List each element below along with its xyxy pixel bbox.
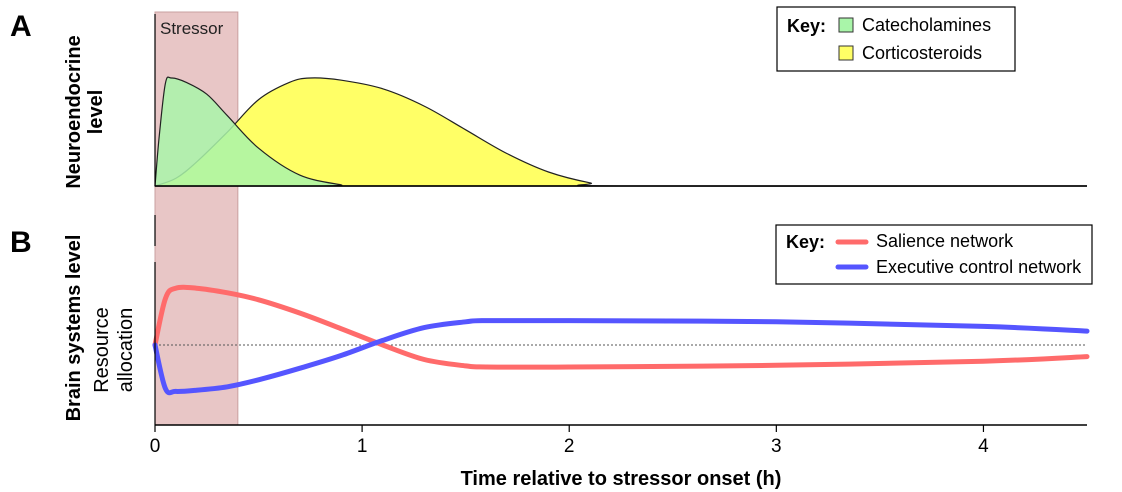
legend-a-title: Key: [787, 16, 826, 36]
panel-b-ylabel-sub: Resource allocation [91, 307, 137, 393]
panel-letter-b: B [10, 226, 32, 259]
legend-b-box [775, 224, 1093, 285]
legend-label-corticosteroids: Corticosteroids [862, 43, 982, 63]
legend-swatch-corticosteroids [838, 45, 854, 61]
x-tick-label: 3 [771, 436, 782, 457]
stressor-band [154, 11, 239, 426]
x-ticks: 0 1 2 3 4 [150, 425, 989, 457]
legend-label-executive: Executive control network [876, 257, 1082, 277]
legend-b: Key: Salience network Executive control … [775, 224, 1093, 285]
panel-letter-a: A [10, 10, 32, 43]
legend-a-box [776, 6, 1016, 72]
legend-b-title: Key: [786, 232, 825, 252]
x-tick-label: 4 [978, 436, 989, 457]
panel-b-lines [152, 284, 1090, 396]
legend-swatch-catecholamines [838, 17, 854, 33]
area-corticosteroids [154, 77, 1088, 187]
stressor-label: Stressor [160, 19, 224, 38]
panel-a-ylabel: Neuroendocrine level [63, 35, 107, 188]
panel-a-ylabel-line2: level [85, 90, 107, 134]
x-tick-label: 2 [564, 436, 575, 457]
x-axis-label: Time relative to stressor onset (h) [461, 468, 782, 490]
line-salience-network [152, 284, 1090, 370]
panel-b-ylabel-main: Brain systems level [63, 235, 85, 422]
legend-label-salience: Salience network [876, 231, 1014, 251]
x-tick-label: 0 [150, 436, 161, 457]
legend-label-catecholamines: Catecholamines [862, 15, 991, 35]
panel-b-ylabel-sub-line1: Resource [91, 307, 113, 393]
line-executive-control-network [152, 317, 1090, 396]
x-tick-label: 1 [357, 436, 368, 457]
panel-a-areas [154, 76, 1088, 187]
panel-b-ylabel-sub-line2: allocation [115, 308, 137, 393]
legend-a: Key: Catecholamines Corticosteroids [776, 6, 1016, 72]
panel-b-ylabel-main-text: Brain systems level [63, 235, 85, 422]
panel-a-ylabel-line1: Neuroendocrine [63, 35, 85, 188]
